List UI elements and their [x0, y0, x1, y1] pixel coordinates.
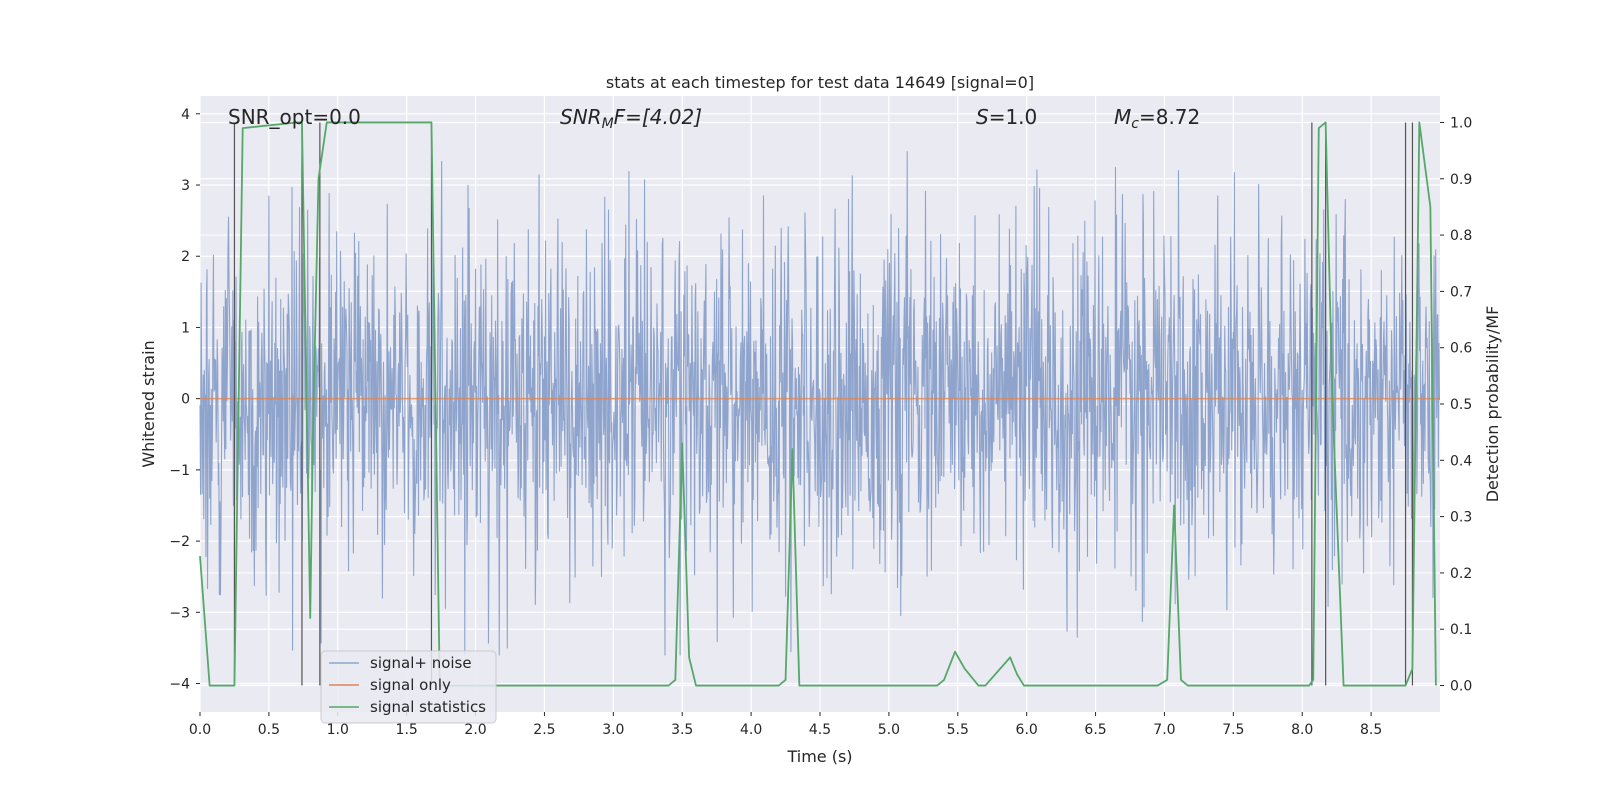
annotation-mc: Mc=8.72 [1114, 105, 1200, 132]
annotation-s-prefix: S [976, 105, 989, 129]
chart-title: stats at each timestep for test data 146… [606, 73, 1034, 92]
annotation-snr-opt: SNR_opt=0.0 [228, 105, 361, 129]
x-tick-label: 3.0 [602, 722, 624, 738]
y-tick-label: −2 [169, 534, 190, 550]
x-tick-label: 2.0 [464, 722, 486, 738]
y2-tick-label: 1.0 [1450, 115, 1472, 131]
x-tick-label: 7.5 [1222, 722, 1244, 738]
signal-noise-series [199, 151, 1441, 656]
annotation-mc-suffix: =8.72 [1139, 105, 1200, 129]
annotation-snr-mf: SNRMF=[4.02] [560, 105, 702, 132]
x-tick-label: 0.0 [189, 722, 211, 738]
y-tick-label: −3 [169, 605, 190, 621]
y2-tick-label: 0.0 [1450, 679, 1472, 695]
annotation-s-suffix: =1.0 [989, 105, 1038, 129]
annotation-s: S=1.0 [976, 105, 1037, 129]
annotation-snr-mf-sub: M [602, 116, 614, 132]
x-tick-label: 8.5 [1360, 722, 1382, 738]
legend-label-signal-only: signal only [370, 676, 451, 694]
annotation-mc-prefix: M [1114, 105, 1131, 129]
x-axis-label: Time (s) [786, 747, 852, 766]
y2-tick-label: 0.2 [1450, 566, 1472, 582]
y-tick-label: 4 [181, 107, 190, 123]
x-tick-label: 6.0 [1016, 722, 1038, 738]
x-tick-label: 4.5 [809, 722, 831, 738]
y-tick-label: 1 [181, 320, 190, 336]
y-tick-label: 2 [181, 249, 190, 265]
signal-noise-line [199, 151, 1441, 656]
x-tick-label: 4.0 [740, 722, 762, 738]
annotation-mc-sub: c [1131, 116, 1139, 132]
legend-box [320, 650, 497, 724]
axis-ticks: 0.0 0.5 1.0 1.5 2.0 2.5 3.0 3.5 4.0 4.5 5.0 5.5 6.0 6… [169, 107, 1472, 738]
x-tick-label: 8.0 [1291, 722, 1313, 738]
signal-statistics-series [199, 121, 1437, 687]
vertical-markers [233, 122, 1414, 686]
x-tick-label: 0.5 [258, 722, 280, 738]
y2-tick-label: 0.9 [1450, 172, 1472, 188]
y2-axis-label: Detection probability/MF [1483, 306, 1502, 503]
y2-tick-label: 0.1 [1450, 622, 1472, 638]
y-tick-label: 3 [181, 178, 190, 194]
y2-tick-label: 0.7 [1450, 284, 1472, 300]
x-tick-label: 6.5 [1084, 722, 1106, 738]
x-tick-label: 5.0 [878, 722, 900, 738]
x-tick-label: 2.5 [533, 722, 555, 738]
x-tick-label: 3.5 [671, 722, 693, 738]
y-tick-label: −1 [169, 463, 190, 479]
x-tick-label: 1.5 [396, 722, 418, 738]
annotation-snr-mf-suffix: F=[4.02] [614, 105, 702, 129]
annotation-snr-mf-prefix: SNR [560, 105, 602, 129]
y2-tick-label: 0.8 [1450, 228, 1472, 244]
y2-tick-label: 0.3 [1450, 510, 1472, 526]
legend: signal+ noise signal only signal statist… [320, 650, 497, 724]
x-tick-label: 7.0 [1153, 722, 1175, 738]
y-tick-label: 0 [181, 392, 190, 408]
legend-label-noise: signal+ noise [370, 654, 472, 672]
y-tick-label: −4 [169, 677, 190, 693]
signal-statistics-line [199, 121, 1437, 687]
y2-tick-label: 0.6 [1450, 341, 1472, 357]
x-tick-label: 5.5 [947, 722, 969, 738]
x-tick-label: 1.0 [327, 722, 349, 738]
y2-tick-label: 0.5 [1450, 397, 1472, 413]
y-axis-label: Whitened strain [139, 340, 158, 467]
legend-label-statistics: signal statistics [370, 698, 486, 716]
y2-tick-label: 0.4 [1450, 453, 1472, 469]
